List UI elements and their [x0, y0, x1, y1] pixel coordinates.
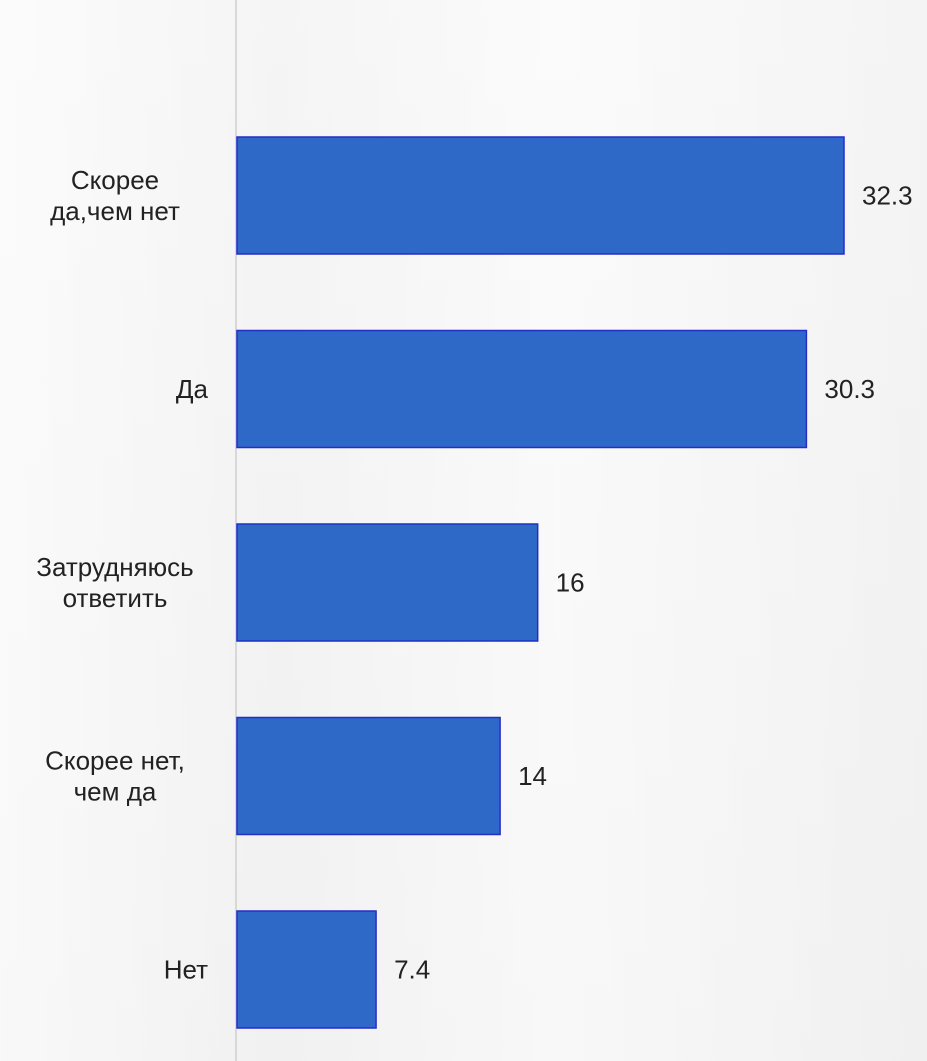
value-label-0: 32.3 — [862, 181, 913, 211]
bar-0 — [236, 136, 845, 255]
category-label-4: Нет — [164, 955, 208, 985]
category-label-3-line-0: Скорее нет, — [45, 746, 185, 776]
category-labels-group: Скорее да,чем нет Да Затрудняюсь ответить Ско… — [36, 165, 208, 985]
category-label-3-line-1: чем да — [74, 777, 157, 807]
category-label-1-line-0: Да — [176, 374, 209, 404]
value-label-3: 14 — [518, 761, 547, 791]
bar-4 — [236, 910, 377, 1029]
category-label-1: Да — [176, 374, 209, 404]
bar-1 — [236, 329, 808, 449]
bar-3 — [236, 716, 501, 836]
bar-2 — [236, 523, 539, 642]
category-label-3: Скорее нет, чем да — [45, 746, 185, 807]
category-label-0-line-0: Скорее — [71, 165, 159, 195]
value-label-4: 7.4 — [394, 955, 430, 985]
category-label-2: Затрудняюсь ответить — [36, 552, 193, 613]
category-label-0: Скорее да,чем нет — [50, 165, 180, 226]
category-label-4-line-0: Нет — [164, 955, 208, 985]
bars-group — [236, 136, 845, 1029]
category-label-2-line-1: ответить — [63, 583, 168, 613]
category-label-0-line-1: да,чем нет — [50, 196, 180, 226]
category-label-2-line-0: Затрудняюсь — [36, 552, 193, 582]
value-label-2: 16 — [556, 568, 585, 598]
value-labels-group: 32.3 30.3 16 14 7.4 — [394, 181, 913, 985]
value-label-1: 30.3 — [824, 374, 875, 404]
